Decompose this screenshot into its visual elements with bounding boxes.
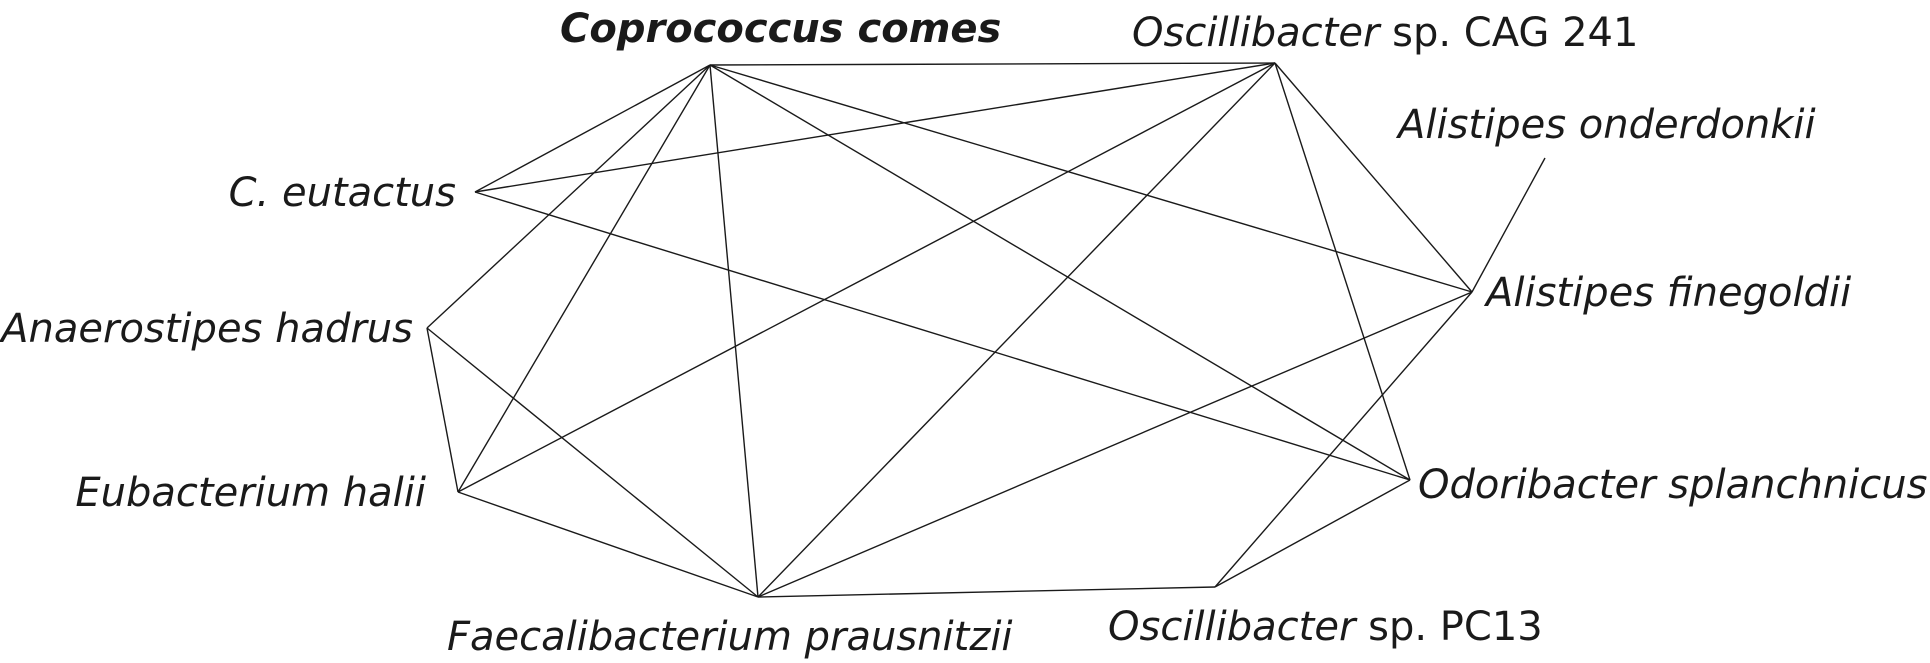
edge-halii-faecali [457,491,759,598]
edge-eutactus-odoribacter [474,191,1411,481]
network-labels: Coprococcus comes Oscillibacter sp. CAG 2… [0,6,1927,660]
edge-osc241-eutactus [474,62,1276,193]
edge-hadrus-faecali [426,327,759,598]
node-label-part: Coprococcus comes [560,6,1001,52]
node-label-eutactus: C. eutactus [229,170,456,216]
edge-oscPC13-odoribacter [1214,479,1411,588]
edge-oscPC13-finegoldii [1214,291,1473,588]
node-label-part: sp. CAG 241 [1379,10,1638,56]
edge-finegoldii-onderdonkii [1471,157,1546,293]
edge-osc241-odoribacter [1274,62,1411,481]
edge-faecali-finegoldii [757,291,1473,598]
node-label-part: Alistipes finegoldii [1483,270,1851,316]
node-label-odoribacter: Odoribacter splanchnicus [1418,462,1927,508]
node-label-part: Faecalibacterium prausnitzii [447,614,1013,660]
node-label-coprococcus: Coprococcus comes [560,6,1001,52]
node-label-part: Eubacterium halii [75,470,426,516]
node-label-part: Oscillibacter [1108,604,1358,650]
node-label-part: sp. PC13 [1355,604,1542,650]
edge-hadrus-halii [426,327,459,493]
edge-osc241-finegoldii [1274,62,1473,293]
edge-coprococcus-odoribacter [709,64,1411,481]
edge-coprococcus-eutactus [474,64,711,193]
edge-coprococcus-osc241 [709,62,1276,66]
node-label-finegoldii: Alistipes finegoldii [1483,270,1851,316]
node-label-part: Alistipes onderdonkii [1395,102,1816,148]
node-label-halii: Eubacterium halii [75,470,426,516]
node-label-onderdonkii: Alistipes onderdonkii [1395,102,1816,148]
edge-coprococcus-halii [457,64,711,493]
node-label-part: Odoribacter splanchnicus [1418,462,1927,508]
network-edges [426,62,1546,598]
edge-osc241-faecali [757,62,1276,598]
node-label-osc241: Oscillibacter sp. CAG 241 [1132,10,1638,56]
node-label-hadrus: Anaerostipes hadrus [0,306,413,352]
edge-osc241-halii [457,62,1276,493]
node-label-part: Oscillibacter [1132,10,1382,56]
edge-faecali-oscPC13 [757,586,1216,598]
edge-coprococcus-finegoldii [709,64,1473,293]
edge-coprococcus-hadrus [426,64,711,329]
edge-coprococcus-faecali [709,64,759,598]
node-label-part: Anaerostipes hadrus [0,306,413,352]
node-label-faecali: Faecalibacterium prausnitzii [447,614,1013,660]
node-label-part: C. eutactus [229,170,456,216]
node-label-oscPC13: Oscillibacter sp. PC13 [1108,604,1543,650]
